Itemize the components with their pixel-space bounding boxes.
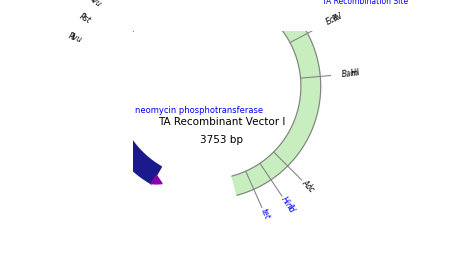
Text: Pvu: Pvu [67,31,83,44]
Text: I: I [304,183,312,191]
Text: Pvu: Pvu [87,0,103,9]
Text: Hind: Hind [279,195,296,215]
Polygon shape [95,0,207,184]
Text: TA Recombinant Vector I: TA Recombinant Vector I [158,117,285,127]
Text: tet: tet [258,207,270,221]
Text: I: I [79,12,86,21]
Text: TA Recombination Site: TA Recombination Site [322,0,408,6]
Text: II: II [88,0,97,4]
Text: 3753 bp: 3753 bp [200,135,243,145]
FancyArrow shape [151,175,162,184]
Text: Bam: Bam [341,69,359,79]
Text: Pst: Pst [78,12,92,25]
Text: RV: RV [330,11,344,24]
Polygon shape [207,0,320,195]
Text: neomycin phosphotransferase: neomycin phosphotransferase [134,106,262,115]
Text: II: II [69,32,76,42]
Text: Eco: Eco [323,13,340,27]
Text: Acc: Acc [299,178,315,194]
Text: HI: HI [348,69,359,78]
Text: II: II [284,204,295,212]
